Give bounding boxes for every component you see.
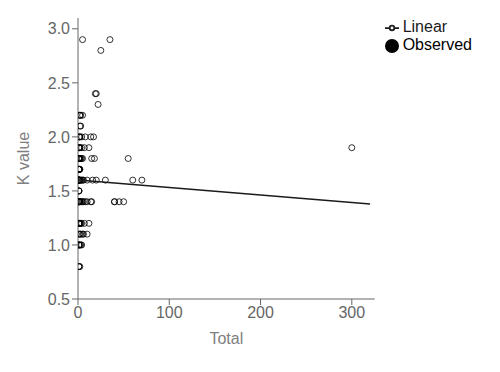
svg-text:2.5: 2.5	[48, 75, 70, 92]
svg-text:1.5: 1.5	[48, 183, 70, 200]
svg-text:3.0: 3.0	[48, 20, 70, 37]
svg-text:300: 300	[338, 304, 365, 321]
svg-text:2.0: 2.0	[48, 129, 70, 146]
html-text:Linear: Linear	[402, 18, 448, 35]
svg-text:0: 0	[74, 304, 83, 321]
svg-text:200: 200	[247, 304, 274, 321]
svg-text:1.0: 1.0	[48, 237, 70, 254]
svg-text:0.5: 0.5	[48, 291, 70, 308]
svg-text:K value: K value	[15, 132, 32, 185]
html-text:Observed: Observed	[402, 36, 472, 53]
svg-text:Total: Total	[209, 330, 243, 347]
svg-text:100: 100	[156, 304, 183, 321]
